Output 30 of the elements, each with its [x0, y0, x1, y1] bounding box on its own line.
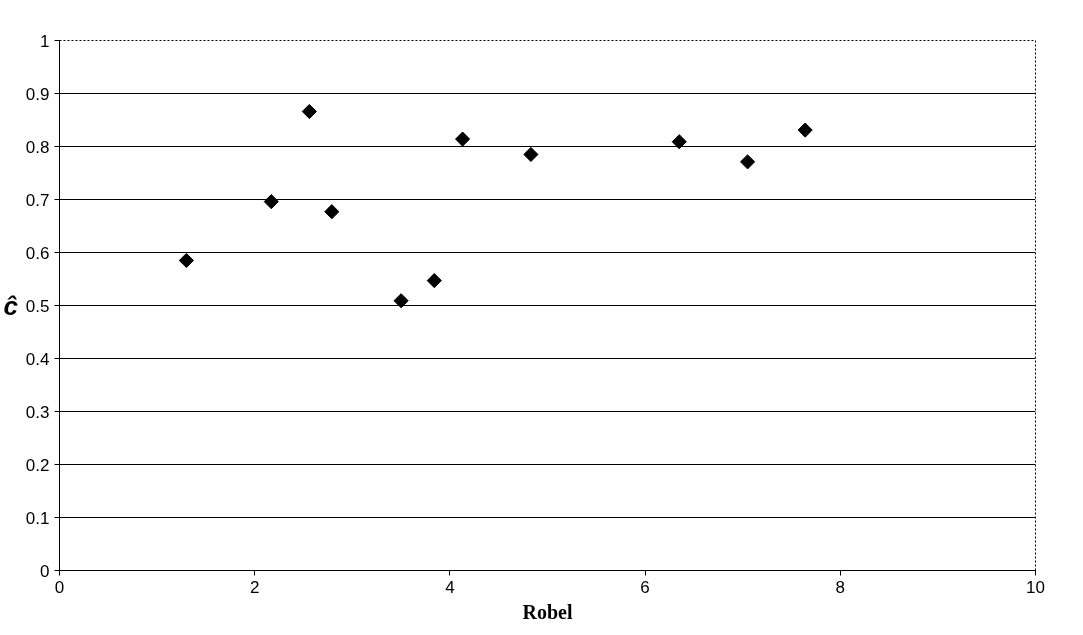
y-axis-title: ĉ [3, 290, 19, 321]
y-tick-label: 0.9 [25, 84, 50, 104]
x-tick-label: 8 [835, 577, 846, 597]
point [393, 293, 409, 309]
y-tick-label: 0.7 [25, 190, 50, 210]
x-tick-label: 10 [1026, 577, 1045, 597]
x-tick-label: 6 [640, 577, 650, 597]
point [671, 134, 687, 150]
x-tick-label: 2 [249, 577, 260, 597]
y-tick-label: 0.5 [25, 296, 50, 316]
y-tick-label: 0.1 [25, 508, 50, 528]
point [523, 146, 539, 163]
y-tick-label: 0.6 [25, 243, 50, 263]
point [455, 131, 471, 147]
x-tick-label: 0 [54, 577, 65, 597]
y-tick-label: 0.3 [25, 402, 50, 422]
point [301, 103, 317, 120]
point [324, 204, 340, 220]
point [178, 252, 194, 269]
point [426, 273, 442, 289]
x-tick-label: 4 [445, 577, 455, 597]
y-tick-label: 0.2 [25, 455, 50, 475]
y-tick-label: 0.4 [25, 349, 50, 369]
y-tick-label: 1 [40, 31, 50, 51]
point [797, 122, 813, 138]
y-tick-label: 0 [40, 561, 50, 581]
x-axis-title: Robel [522, 600, 573, 623]
point [263, 194, 279, 210]
point [740, 154, 756, 170]
y-tick-label: 0.8 [25, 137, 50, 157]
